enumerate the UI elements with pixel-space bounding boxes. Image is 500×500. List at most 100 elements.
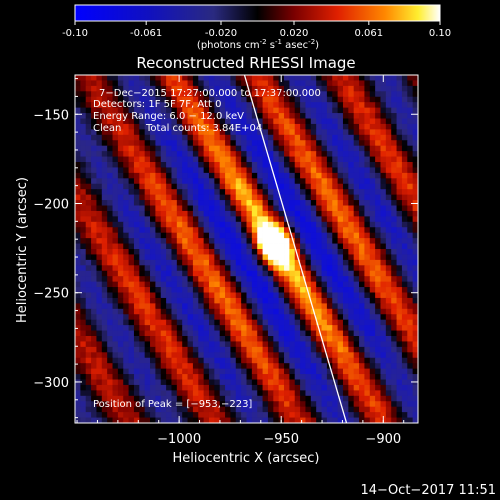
heatmap-pixel (123, 243, 129, 250)
heatmap-pixel (294, 303, 301, 310)
heatmap-pixel (85, 156, 92, 163)
heatmap-pixel (160, 346, 167, 353)
heatmap-pixel (166, 287, 172, 293)
heatmap-pixel (326, 151, 333, 157)
heatmap-pixel (75, 395, 81, 402)
heatmap-pixel (294, 80, 301, 87)
heatmap-pixel (128, 210, 135, 217)
heatmap-pixel (171, 232, 178, 239)
heatmap-pixel (353, 210, 360, 217)
heatmap-pixel (235, 91, 242, 98)
heatmap-pixel (176, 178, 183, 185)
heatmap-pixel (326, 194, 333, 201)
heatmap-pixel (337, 221, 344, 228)
heatmap-pixel (294, 216, 301, 223)
heatmap-pixel (187, 330, 194, 337)
heatmap-pixel (348, 276, 355, 283)
heatmap-pixel (326, 123, 333, 130)
heatmap-pixel (182, 194, 188, 201)
heatmap-pixel (192, 276, 199, 283)
heatmap-pixel (198, 379, 205, 386)
heatmap-pixel (96, 352, 103, 359)
heatmap-pixel (128, 270, 135, 277)
heatmap-pixel (155, 80, 162, 87)
heatmap-pixel (326, 75, 333, 81)
heatmap-pixel (310, 178, 317, 185)
heatmap-pixel (166, 162, 172, 168)
heatmap-pixel (348, 417, 355, 423)
heatmap-pixel (257, 281, 263, 288)
heatmap-pixel (160, 249, 167, 255)
heatmap-pixel (80, 129, 87, 136)
heatmap-pixel (214, 384, 221, 391)
heatmap-pixel (241, 363, 247, 370)
heatmap-pixel (96, 118, 103, 125)
heatmap-pixel (251, 80, 258, 87)
heatmap-pixel (192, 319, 199, 326)
heatmap-pixel (305, 200, 312, 206)
heatmap-pixel (230, 308, 237, 315)
heatmap-pixel (412, 325, 418, 331)
heatmap-pixel (353, 395, 360, 402)
heatmap-pixel (182, 232, 188, 239)
heatmap-pixel (396, 395, 403, 402)
heatmap-pixel (332, 140, 339, 147)
heatmap-pixel (396, 249, 403, 255)
heatmap-pixel (369, 341, 376, 348)
heatmap-pixel (155, 346, 162, 353)
heatmap-pixel (166, 134, 172, 141)
heatmap-pixel (385, 254, 392, 261)
heatmap-pixel (85, 96, 92, 103)
heatmap-pixel (160, 287, 167, 293)
heatmap-pixel (171, 276, 178, 283)
heatmap-pixel (85, 85, 92, 92)
heatmap-pixel (300, 303, 306, 310)
heatmap-pixel (198, 265, 205, 272)
heatmap-pixel (262, 341, 269, 348)
heatmap-pixel (353, 134, 360, 141)
heatmap-pixel (364, 210, 371, 217)
heatmap-pixel (192, 417, 199, 423)
heatmap-pixel (332, 390, 339, 397)
heatmap-pixel (369, 80, 376, 87)
heatmap-pixel (380, 167, 387, 174)
heatmap-pixel (133, 123, 140, 130)
heatmap-pixel (214, 379, 221, 386)
heatmap-pixel (401, 178, 408, 185)
heatmap-pixel (412, 151, 418, 157)
heatmap-pixel (241, 140, 247, 147)
heatmap-pixel (337, 265, 344, 272)
heatmap-pixel (257, 384, 263, 391)
heatmap-pixel (353, 363, 360, 370)
heatmap-pixel (407, 210, 414, 217)
heatmap-pixel (230, 123, 237, 130)
heatmap-pixel (396, 325, 403, 331)
heatmap-pixel (359, 303, 365, 310)
heatmap-pixel (198, 123, 205, 130)
heatmap-pixel (342, 129, 349, 136)
heatmap-pixel (278, 336, 285, 342)
heatmap-pixel (176, 270, 183, 277)
heatmap-pixel (294, 189, 301, 196)
heatmap-pixel (310, 292, 317, 299)
heatmap-pixel (150, 401, 156, 408)
heatmap-pixel (396, 102, 403, 109)
heatmap-pixel (182, 123, 188, 130)
heatmap-pixel (289, 102, 296, 109)
heatmap-pixel (187, 102, 194, 109)
heatmap-pixel (144, 363, 151, 370)
heatmap-pixel (251, 151, 258, 157)
heatmap-pixel (251, 140, 258, 147)
heatmap-pixel (359, 107, 365, 114)
heatmap-pixel (289, 336, 296, 342)
heatmap-pixel (96, 200, 103, 206)
heatmap-pixel (326, 276, 333, 283)
heatmap-pixel (160, 357, 167, 364)
heatmap-pixel (187, 287, 194, 293)
heatmap-pixel (294, 134, 301, 141)
heatmap-pixel (337, 395, 344, 402)
heatmap-pixel (187, 346, 194, 353)
heatmap-pixel (348, 412, 355, 418)
heatmap-pixel (359, 243, 365, 250)
heatmap-pixel (133, 96, 140, 103)
